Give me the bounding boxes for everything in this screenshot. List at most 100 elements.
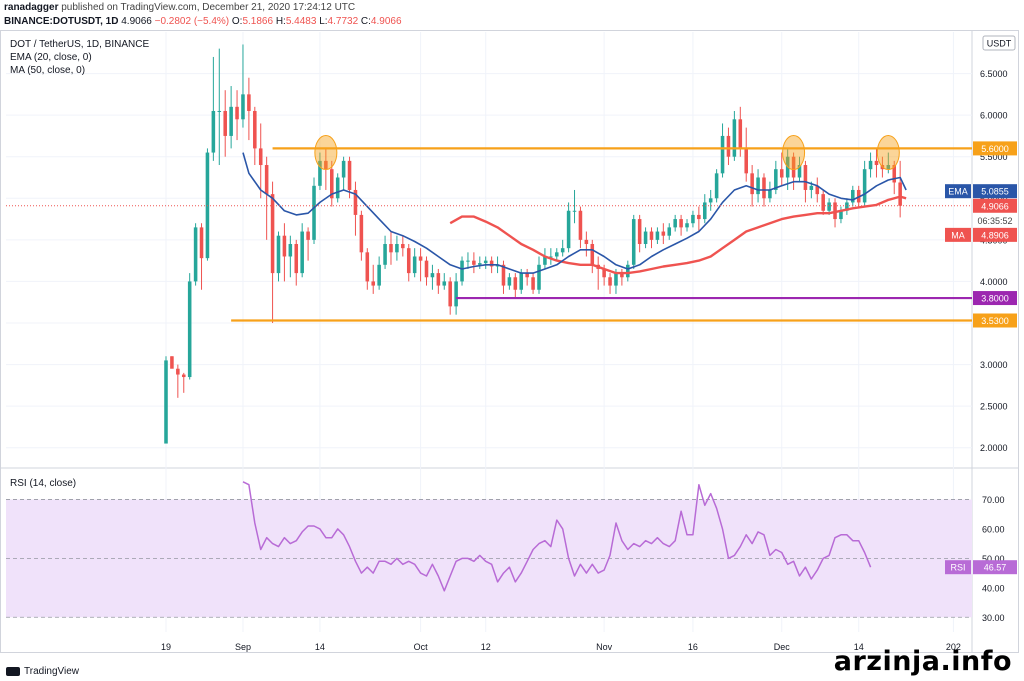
level-tag-label: 5.6000 bbox=[981, 144, 1009, 154]
candle-body bbox=[181, 374, 186, 378]
candle-body bbox=[531, 277, 535, 290]
candle-body bbox=[691, 214, 695, 224]
candle-body bbox=[839, 210, 843, 220]
candle-body bbox=[330, 169, 334, 199]
chart-canvas[interactable]: 2.00002.50003.00003.50004.00004.50005.00… bbox=[0, 30, 1024, 681]
candle-body bbox=[513, 277, 518, 290]
currency-label: USDT bbox=[987, 39, 1012, 49]
candle-body bbox=[732, 119, 737, 157]
candle-body bbox=[738, 119, 743, 149]
candle-body bbox=[442, 281, 447, 286]
candle-body bbox=[714, 173, 719, 199]
price-tag-value: 06:35:52 bbox=[977, 216, 1012, 226]
candle-body bbox=[454, 281, 458, 307]
publish-header: ranadagger published on TradingView.com,… bbox=[0, 0, 1024, 30]
publish-info: ranadagger published on TradingView.com,… bbox=[4, 2, 355, 13]
legend-rsi: RSI (14, close) bbox=[10, 478, 76, 489]
rsi-badge-label: RSI bbox=[950, 563, 965, 573]
candle-body bbox=[466, 260, 470, 262]
candle-body bbox=[744, 148, 748, 174]
candle-body bbox=[560, 248, 565, 253]
candle-body bbox=[318, 160, 322, 186]
rsi-tick-label: 50.00 bbox=[982, 554, 1005, 564]
candle-body bbox=[365, 252, 370, 282]
candle-body bbox=[501, 264, 506, 286]
candle-body bbox=[347, 160, 352, 190]
highlight-circle bbox=[876, 135, 900, 171]
candle-body bbox=[655, 231, 660, 240]
candle-body bbox=[643, 231, 648, 245]
candle-body bbox=[537, 264, 541, 290]
candle-body bbox=[584, 239, 589, 245]
price-tag bbox=[973, 198, 1017, 213]
time-tick-label: 16 bbox=[688, 642, 698, 652]
candle-body bbox=[566, 210, 571, 249]
price-tick-label: 2.5000 bbox=[980, 402, 1008, 412]
price-axis[interactable]: 2.00002.50003.00003.50004.00004.50005.00… bbox=[945, 69, 1017, 623]
rsi-tick-label: 60.00 bbox=[982, 524, 1005, 534]
candle-body bbox=[383, 244, 387, 265]
candle-body bbox=[815, 185, 820, 195]
publisher-name[interactable]: ranadagger bbox=[4, 2, 59, 13]
candle-body bbox=[554, 252, 559, 257]
high-label: H: bbox=[275, 16, 286, 27]
candle-body bbox=[892, 165, 897, 183]
candle-body bbox=[898, 182, 902, 206]
price-tag bbox=[973, 184, 1017, 199]
candle-body bbox=[371, 281, 375, 286]
candle-body bbox=[324, 160, 328, 170]
candle-body bbox=[614, 273, 618, 286]
level-tag-label: 3.8000 bbox=[981, 294, 1009, 304]
candle-body bbox=[306, 231, 310, 240]
candle-body bbox=[750, 173, 754, 195]
time-tick-label: Nov bbox=[596, 642, 613, 652]
candle-body bbox=[791, 156, 796, 178]
candle-body bbox=[489, 260, 494, 267]
candle-body bbox=[377, 264, 381, 286]
symbol-name: BINANCE:DOTUSDT, 1D bbox=[4, 16, 119, 27]
time-tick-label: 14 bbox=[315, 642, 325, 652]
price-grid bbox=[0, 30, 1019, 652]
candle-body bbox=[395, 244, 399, 253]
candle-body bbox=[270, 194, 275, 274]
candle-body bbox=[359, 214, 364, 253]
candle-body bbox=[667, 227, 672, 236]
candle-body bbox=[851, 189, 855, 203]
tradingview-brand[interactable]: TradingView bbox=[6, 666, 79, 677]
candle-body bbox=[809, 185, 814, 190]
candle-body bbox=[543, 256, 547, 265]
price-tag-badge bbox=[945, 227, 971, 242]
candle-body bbox=[762, 177, 766, 199]
time-axis[interactable]: 19 Sep 14 Oct 12 Nov 16 Dec 14 202 bbox=[161, 642, 961, 652]
symbol-ohlc: BINANCE:DOTUSDT, 1D 4.9066 −0.2802 (−5.4… bbox=[4, 16, 402, 27]
candle-body bbox=[258, 148, 263, 166]
level-tag bbox=[973, 141, 1017, 156]
candle-body bbox=[294, 244, 299, 274]
time-tick-label: 14 bbox=[854, 642, 864, 652]
time-tick-label: 19 bbox=[161, 642, 171, 652]
candle-body bbox=[478, 263, 482, 265]
candle-body bbox=[661, 231, 666, 236]
time-tick-label: Dec bbox=[774, 642, 791, 652]
candle-body bbox=[170, 356, 174, 369]
chart-frame[interactable]: 2.00002.50003.00003.50004.00004.50005.00… bbox=[0, 30, 1024, 681]
rsi-pane bbox=[6, 481, 972, 618]
candle-body bbox=[679, 219, 683, 228]
candle-body bbox=[833, 202, 837, 220]
candle-body bbox=[685, 223, 689, 228]
price-tick-label: 4.0000 bbox=[980, 277, 1008, 287]
candle-body bbox=[235, 106, 239, 120]
candle-body bbox=[424, 260, 429, 278]
price-tag-badge-label: EMA bbox=[948, 187, 968, 197]
candle-body bbox=[448, 281, 452, 307]
candle-body bbox=[401, 244, 405, 249]
candle-body bbox=[418, 256, 423, 261]
candle-body bbox=[176, 368, 180, 375]
high-value: 5.4483 bbox=[285, 16, 317, 27]
open-label: O: bbox=[231, 16, 243, 27]
candle-body bbox=[649, 231, 654, 240]
candle-body bbox=[436, 273, 441, 286]
time-tick-label: Sep bbox=[235, 642, 251, 652]
currency-badge[interactable]: USDT bbox=[982, 35, 1016, 51]
price-tag-value: 5.0855 bbox=[981, 187, 1009, 197]
